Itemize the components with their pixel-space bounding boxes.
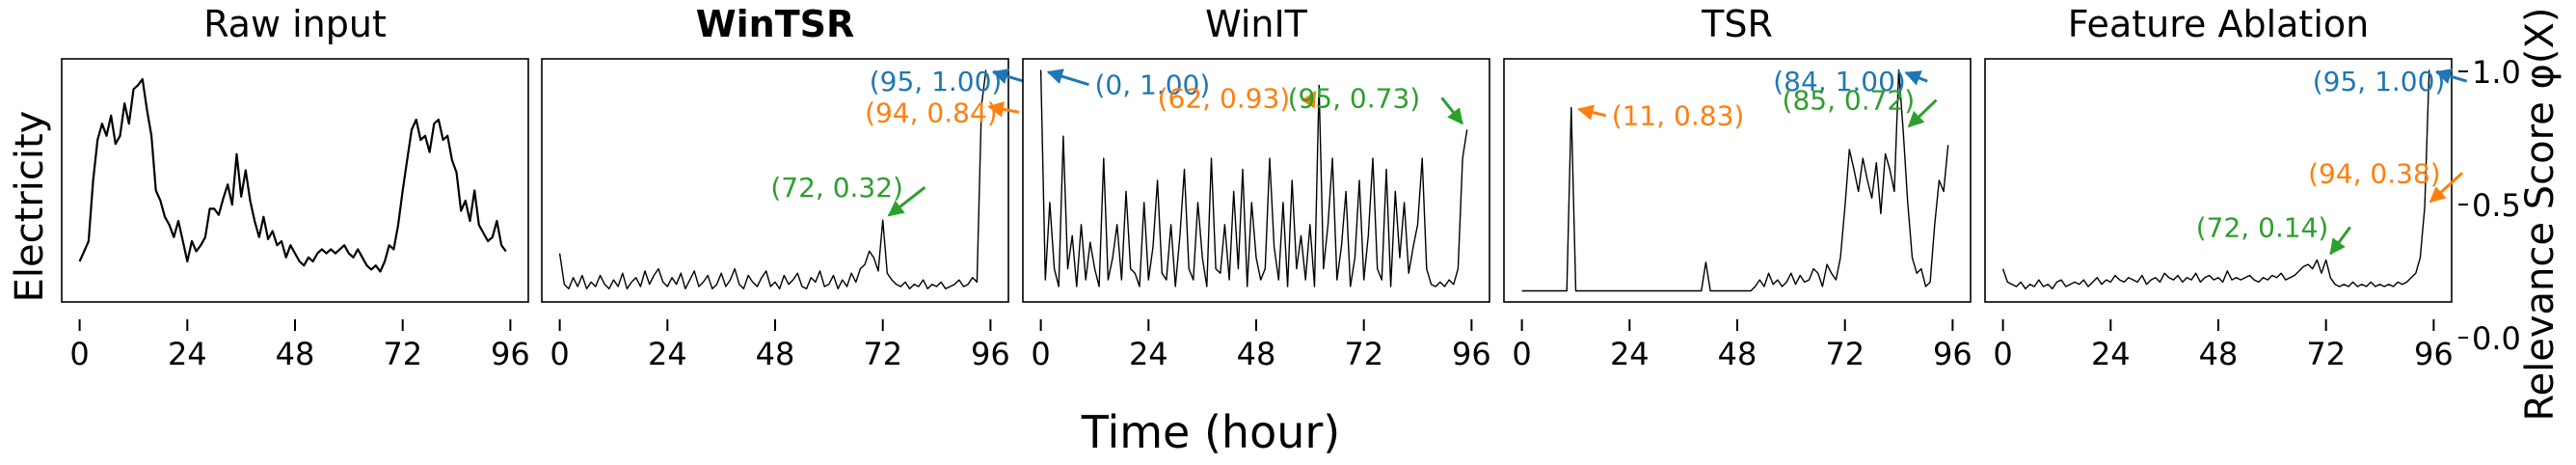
annotation-label: (95, 1.00) (870, 66, 1003, 97)
right-axis-tick-label-1: 1.0 (2472, 54, 2521, 91)
annotation-label: (94, 0.84) (865, 96, 998, 128)
x-tick-label: 0 (1031, 336, 1050, 372)
annotation-label: (0, 1.00) (1094, 69, 1210, 101)
annotation-arrow (1046, 68, 1089, 87)
right-axis-tick-label-05: 0.5 (2472, 187, 2521, 224)
x-tick-label: 72 (1344, 336, 1383, 372)
x-tick-label: 72 (2306, 336, 2346, 372)
annotation-arrow (887, 185, 926, 217)
series-line (558, 69, 987, 289)
x-tick-label: 96 (491, 336, 530, 372)
plot-frame (1022, 58, 1490, 303)
annotation-label: (62, 0.93) (1158, 82, 1291, 114)
x-tick-label: 0 (1993, 336, 2012, 372)
panel-title: Feature Ablation (2068, 3, 2369, 45)
annotation-arrow (2434, 68, 2468, 84)
x-tick-label: 0 (1512, 336, 1531, 372)
annotation-arrow (1440, 96, 1463, 125)
plot-frame (61, 58, 529, 303)
panel-title: Raw input (203, 3, 387, 45)
panel-title: WinTSR (696, 3, 855, 45)
annotation-label: (85, 0.72) (1783, 85, 1916, 117)
x-tick-label: 48 (276, 336, 315, 372)
x-tick-label: 48 (1237, 336, 1276, 372)
x-tick-label: 24 (168, 336, 207, 372)
right-axis-tick-label-0: 0.0 (2472, 320, 2521, 357)
x-tick-label: 0 (550, 336, 569, 372)
panel-title: TSR (1701, 3, 1773, 45)
series-line (78, 77, 507, 273)
plot-frame (1984, 58, 2453, 303)
x-tick-label: 96 (1452, 336, 1491, 372)
x-tick-label: 72 (1825, 336, 1865, 372)
annotation-label: (94, 0.38) (2308, 157, 2441, 189)
annotation-arrow (1904, 70, 1928, 86)
x-tick-label: 48 (1718, 336, 1758, 372)
annotation-arrow (2428, 172, 2464, 204)
x-tick-label: 96 (971, 336, 1010, 372)
annotation-arrow (1301, 90, 1317, 109)
x-tick-label: 24 (1610, 336, 1650, 372)
right-y-axis: 1.0 0.5 0.0 (2458, 54, 2521, 357)
annotation-arrow (987, 101, 1020, 118)
shared-xlabel: Time (hour) (1081, 406, 1340, 458)
annotation-arrow (1576, 104, 1607, 121)
panel-4: TSR 0 24 48 72 96 (84, 1.00) (11, 0.83) (85, 0.7… (1503, 3, 1972, 372)
plot-frame (541, 58, 1009, 303)
panel-title: WinIT (1205, 3, 1308, 45)
series-line (2001, 69, 2430, 289)
x-tick-label: 96 (1933, 336, 1972, 372)
panel-5: Feature Ablation 0 24 48 72 96 (95, 1.00) (94, … (1984, 3, 2468, 372)
annotation-label: (11, 0.83) (1612, 100, 1745, 132)
annotation-arrow (1907, 98, 1938, 128)
panel-2: WinTSR 0 24 48 72 96 (95, 1.00)(94, 0.84) (72, … (541, 3, 1025, 372)
x-tick-label: 72 (383, 336, 422, 372)
panel-1: Raw input 0 24 48 72 96 (61, 3, 530, 372)
plot-frame (1503, 58, 1972, 303)
panels: Raw input 0 24 48 72 96 WinTSR 0 24 48 72 96 (95, 1.… (61, 3, 2468, 372)
annotation-label: (95, 0.73) (1288, 82, 1421, 114)
x-tick-label: 24 (648, 336, 687, 372)
x-tick-label: 48 (2199, 336, 2239, 372)
x-tick-label: 24 (2091, 336, 2131, 372)
x-tick-label: 24 (1129, 336, 1168, 372)
annotation-label: (72, 0.32) (770, 172, 903, 204)
x-tick-label: 48 (756, 336, 795, 372)
panel-3: WinIT 0 24 48 72 96 (0, 1.00)(62, 0.93)(95, 0.… (1022, 3, 1491, 372)
annotation-arrow (2329, 226, 2351, 256)
series-line (1039, 69, 1468, 287)
annotation-arrow (991, 68, 1025, 84)
x-tick-label: 96 (2414, 336, 2454, 372)
annotation-label: (72, 0.14) (2196, 211, 2329, 243)
annotation-label: (95, 1.00) (2313, 66, 2446, 97)
series-line (1521, 68, 1949, 292)
x-tick-label: 0 (69, 336, 89, 372)
right-ylabel: Relevance Score φ(X) (2518, 8, 2563, 422)
annotation-label: (84, 1.00) (1773, 66, 1906, 97)
x-tick-label: 72 (863, 336, 902, 372)
shared-ylabel: Electricity (8, 111, 52, 303)
